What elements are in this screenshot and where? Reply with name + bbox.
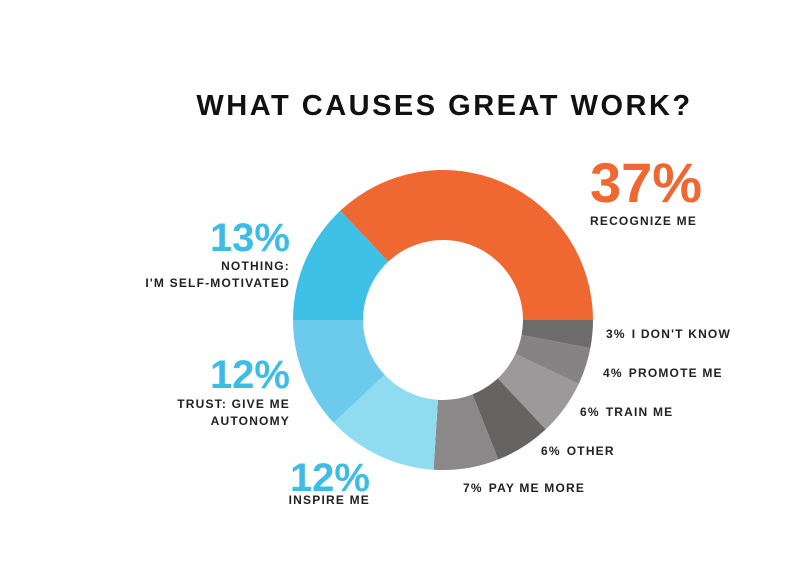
slice-label: 4% PROMOTE ME bbox=[603, 365, 723, 382]
value-label: 12% bbox=[289, 456, 370, 500]
donut-slice bbox=[497, 354, 579, 430]
value-label: 6% bbox=[580, 405, 600, 419]
category-label: OTHER bbox=[566, 444, 615, 458]
category-label: TRAIN ME bbox=[605, 405, 674, 419]
chart-title: WHAT CAUSES GREAT WORK? bbox=[196, 90, 693, 122]
donut-slice bbox=[333, 374, 438, 470]
value-label: 6% bbox=[541, 444, 561, 458]
category-label: PAY ME MORE bbox=[488, 481, 586, 495]
value-label: 37% bbox=[590, 151, 703, 214]
value-label: 13% bbox=[209, 216, 290, 260]
donut-slice bbox=[521, 320, 593, 349]
category-label: PROMOTE ME bbox=[628, 366, 723, 380]
slice-label: 3% I DON'T KNOW bbox=[606, 326, 731, 343]
value-label: 7% bbox=[463, 481, 483, 495]
category-label: TRUST: GIVE ME AUTONOMY bbox=[177, 397, 290, 428]
slice-label: 6% TRAIN ME bbox=[580, 404, 673, 421]
value-label: 3% bbox=[606, 327, 626, 341]
donut-slice bbox=[472, 378, 546, 460]
category-label: I DON'T KNOW bbox=[631, 327, 731, 341]
donut-slice bbox=[433, 394, 499, 470]
donut-slice bbox=[515, 334, 591, 384]
slice-label: 6% OTHER bbox=[541, 443, 615, 460]
slice-label: 7% PAY ME MORE bbox=[463, 480, 585, 497]
value-label: 4% bbox=[603, 366, 623, 380]
category-label: INSPIRE ME bbox=[288, 493, 370, 507]
donut-slice bbox=[340, 169, 593, 320]
value-label: 12% bbox=[209, 353, 290, 397]
donut-slice bbox=[293, 210, 389, 320]
category-label: RECOGNIZE ME bbox=[590, 214, 698, 228]
donut-slice bbox=[293, 320, 385, 423]
category-label: NOTHING: I'M SELF-MOTIVATED bbox=[145, 259, 290, 290]
